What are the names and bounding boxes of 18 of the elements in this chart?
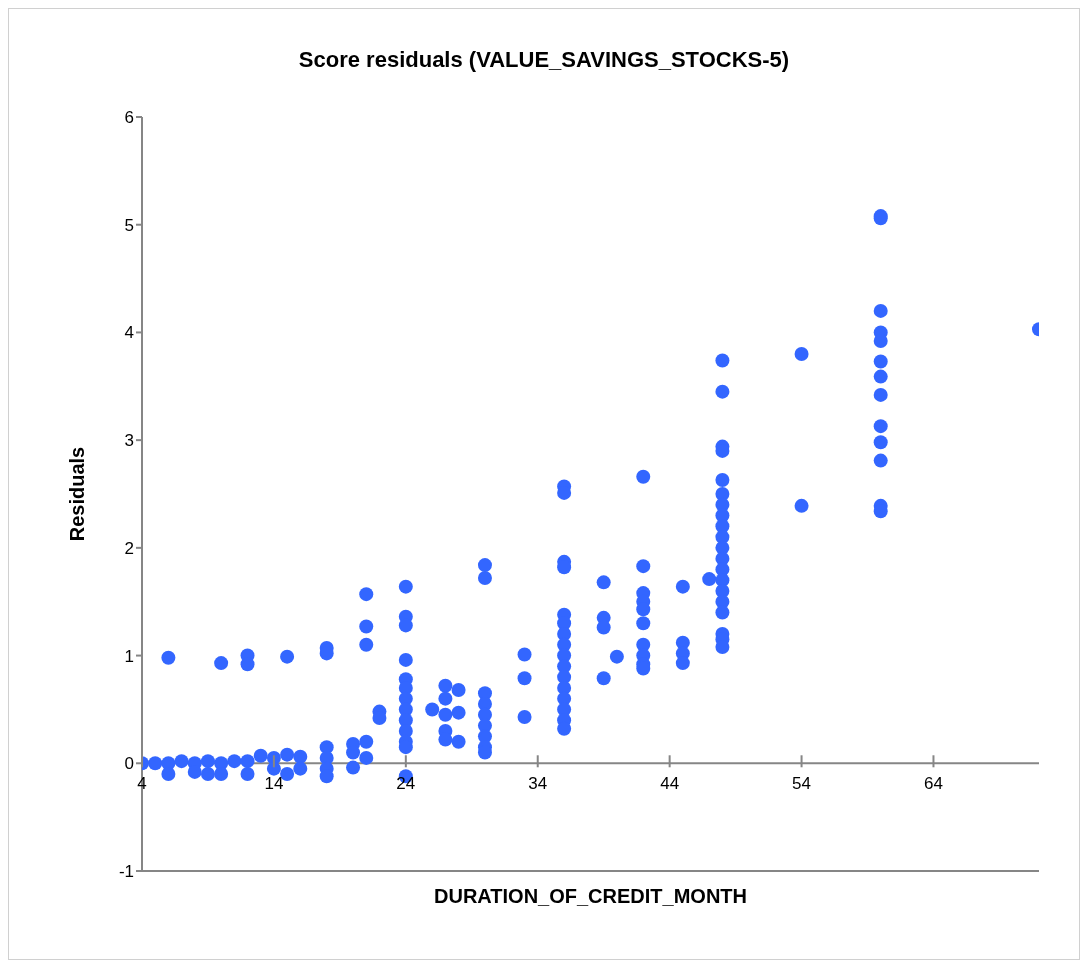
y-tick-label: 6 xyxy=(124,108,134,128)
y-tick-label: 2 xyxy=(124,538,134,558)
chart-title: Score residuals (VALUE_SAVINGS_STOCKS-5) xyxy=(297,47,791,73)
x-tick-label: 34 xyxy=(528,774,548,794)
x-tick-label: 24 xyxy=(396,774,416,794)
x-tick-label: 4 xyxy=(137,774,147,794)
x-tick-label: 54 xyxy=(792,774,812,794)
x-tick-label: 14 xyxy=(264,774,284,794)
y-axis-title: Residuals xyxy=(65,446,89,542)
x-tick-label: 44 xyxy=(660,774,680,794)
y-tick-label: -1 xyxy=(118,862,134,882)
y-tick-label: 1 xyxy=(124,646,134,666)
y-tick-label: 3 xyxy=(124,431,134,451)
x-axis-title: DURATION_OF_CREDIT_MONTH xyxy=(433,885,748,908)
y-tick-label: 5 xyxy=(124,215,134,235)
y-tick-label: 4 xyxy=(124,323,134,343)
y-tick-label: 0 xyxy=(124,754,134,774)
x-tick-label: 64 xyxy=(924,774,943,794)
